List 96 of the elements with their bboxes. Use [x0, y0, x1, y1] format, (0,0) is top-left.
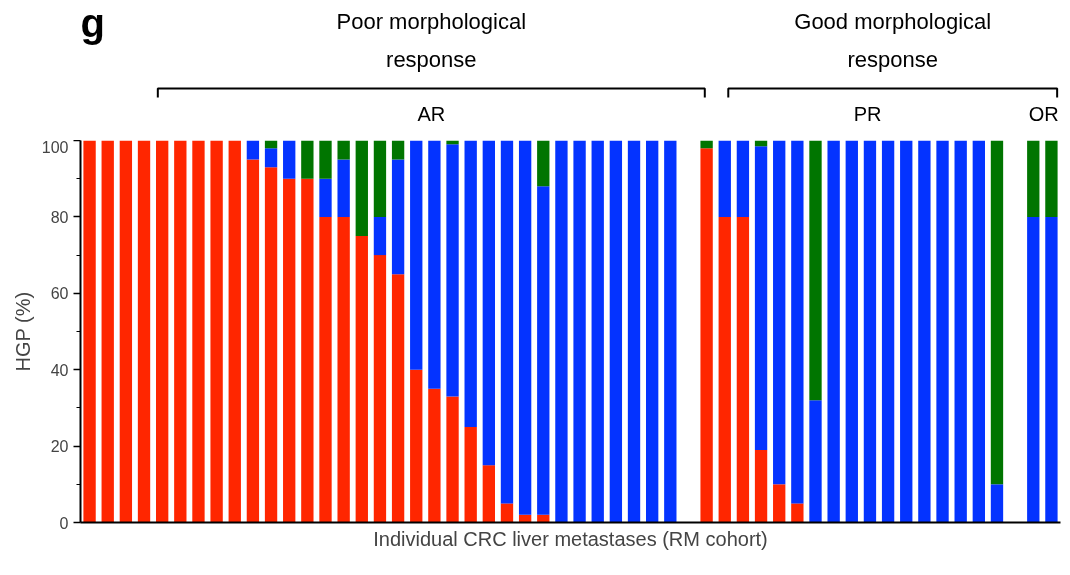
bar [881, 140, 895, 523]
bar [1027, 140, 1040, 217]
bar [101, 140, 114, 523]
bar [482, 140, 495, 466]
bar [518, 140, 532, 515]
bar [1027, 216, 1040, 523]
bar [228, 140, 241, 523]
bar [482, 465, 495, 523]
bar [918, 140, 931, 523]
bar [446, 144, 459, 397]
bar [83, 140, 96, 523]
bar [791, 140, 804, 504]
bar [210, 140, 223, 523]
bar [373, 140, 387, 217]
bar [319, 140, 332, 179]
bar [809, 400, 822, 523]
bar [773, 484, 786, 523]
bar [1045, 216, 1058, 523]
y-tick-label: 80 [50, 208, 69, 226]
bar [791, 503, 804, 523]
text: AR [417, 102, 446, 125]
bar [990, 140, 1004, 485]
bar [718, 140, 731, 217]
bar [900, 140, 913, 523]
bar [373, 216, 387, 256]
x-axis-title: Individual CRC liver metastases (RM cohort) [373, 527, 768, 550]
bar [119, 140, 133, 523]
bar [500, 140, 514, 504]
bar [1045, 140, 1058, 217]
bar [809, 140, 822, 401]
bar [174, 140, 187, 523]
bar [446, 396, 459, 523]
bar [264, 167, 278, 523]
bar [283, 140, 296, 179]
bar [754, 146, 768, 450]
text: PR [853, 102, 882, 125]
bar [990, 484, 1004, 523]
text: g [80, 0, 105, 45]
bar [863, 140, 877, 523]
bar [646, 140, 659, 523]
bar [319, 216, 332, 523]
bar [283, 178, 296, 523]
bar [428, 388, 441, 523]
bar [972, 140, 985, 523]
bar [773, 140, 786, 485]
bar [627, 140, 641, 523]
y-axis-title: HGP (%) [11, 291, 34, 372]
y-tick-label: 60 [50, 285, 69, 303]
bar [428, 140, 441, 389]
bar [264, 148, 278, 168]
y-tick-label: 0 [59, 514, 69, 532]
bar [609, 140, 623, 523]
bar [718, 216, 731, 523]
bar [373, 255, 387, 523]
y-tick-label: 20 [50, 438, 69, 456]
bar [537, 140, 550, 187]
bar [156, 140, 169, 523]
bar [391, 274, 405, 523]
bar [301, 178, 314, 523]
bar [736, 140, 750, 217]
bar [591, 140, 604, 523]
bar [700, 148, 713, 523]
text: Poor morphological response [336, 8, 527, 73]
bar [391, 159, 405, 275]
bar [192, 140, 205, 523]
bar [410, 140, 423, 370]
bar [337, 159, 350, 217]
bar [137, 140, 151, 523]
text: Good morphological response [794, 8, 992, 73]
bar [845, 140, 858, 523]
bar [936, 140, 949, 523]
bar [301, 140, 314, 179]
bar [355, 236, 368, 523]
bar [337, 216, 350, 523]
bar [954, 140, 967, 523]
bar [754, 449, 768, 523]
bar [736, 216, 750, 523]
y-tick-label: 40 [50, 361, 69, 379]
bar [573, 140, 586, 523]
y-tick-label: 100 [41, 138, 69, 156]
bar [500, 503, 514, 523]
bar [319, 178, 332, 217]
bar [827, 140, 840, 523]
bar [410, 369, 423, 523]
bar [700, 140, 713, 149]
bar [537, 186, 550, 515]
bar [246, 159, 260, 523]
bar [337, 140, 350, 160]
bar [355, 140, 368, 236]
bar [464, 140, 477, 427]
bar [246, 140, 260, 160]
text: OR [1028, 102, 1059, 125]
bar [555, 140, 568, 523]
bar [464, 427, 477, 523]
bar [664, 140, 677, 523]
bar [391, 140, 405, 160]
